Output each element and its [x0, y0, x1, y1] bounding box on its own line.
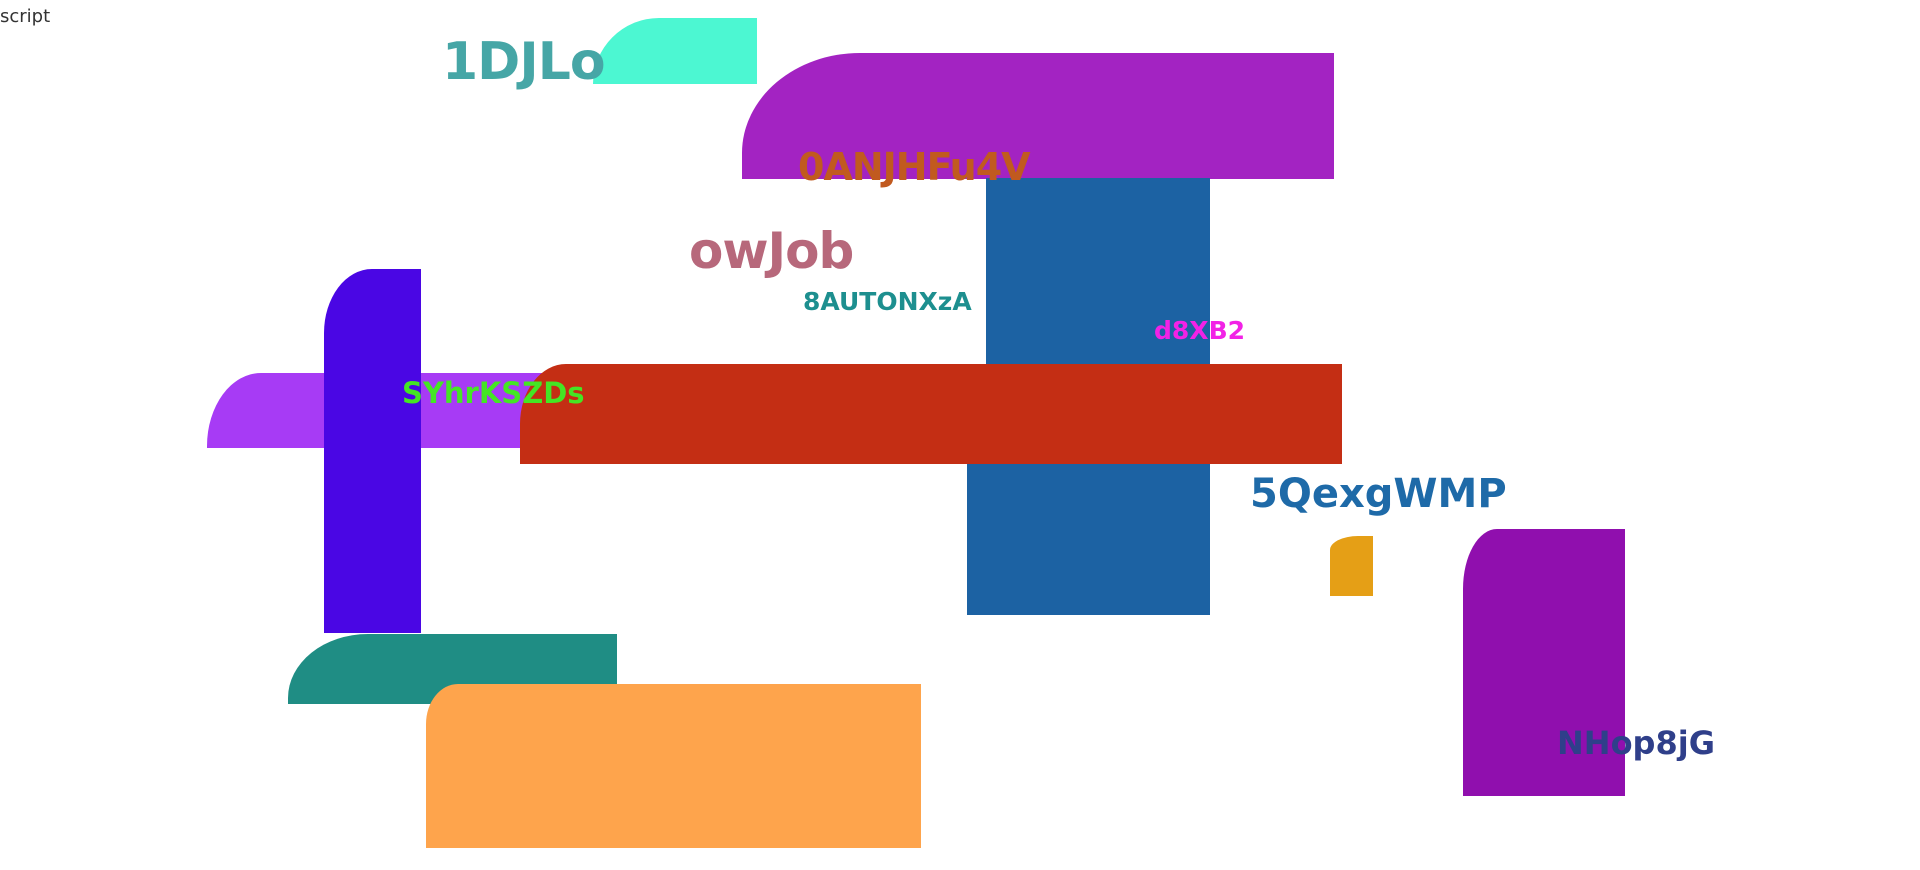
- orange-small-block: [1330, 536, 1373, 596]
- purple-wide-block: [742, 53, 1334, 179]
- label-1djlo: 1DJLo: [442, 32, 606, 92]
- label-5qexgwmp: 5QexgWMP: [1250, 471, 1507, 517]
- blue-lower-block: [967, 460, 1210, 615]
- label-0anjhfu4v: 0ANJHFu4V: [798, 145, 1031, 189]
- label-owjob: owJob: [689, 222, 854, 280]
- peach-block: [426, 684, 921, 848]
- label-8autonxza: 8AUTONXzA: [803, 287, 972, 316]
- red-wide-block: [520, 364, 1342, 464]
- indigo-tall-block: [324, 269, 421, 633]
- label-nhop8jg: NHop8jG: [1557, 724, 1715, 762]
- magenta-tall-block: [1463, 529, 1625, 796]
- corner-text: script: [0, 6, 51, 27]
- aqua-rounded-block: [593, 18, 757, 84]
- label-syhrkszds: SYhrKSZDs: [402, 376, 585, 410]
- label-d8xb2: d8XB2: [1154, 316, 1246, 345]
